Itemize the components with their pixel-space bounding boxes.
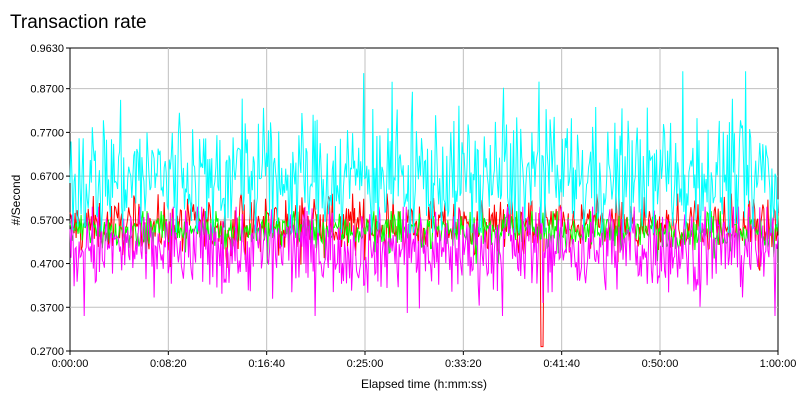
y-tick-label: 0.6700 bbox=[30, 171, 64, 183]
x-tick-label: 0:08:20 bbox=[150, 358, 187, 370]
x-tick-labels: 0:00:00 0:08:20 0:16:40 0:25:00 0:33:20 0:41:… bbox=[52, 351, 797, 370]
y-tick-label: 0.3700 bbox=[30, 302, 64, 314]
y-tick-label: 0.4700 bbox=[30, 259, 64, 271]
x-tick-label: 0:16:40 bbox=[248, 358, 285, 370]
series-line-4 bbox=[69, 71, 779, 234]
y-tick-label: 0.8700 bbox=[30, 84, 64, 96]
x-axis-label: Elapsed time (h:mm:ss) bbox=[361, 377, 487, 391]
y-tick-label: 0.9630 bbox=[30, 43, 64, 55]
y-tick-label: 0.7700 bbox=[30, 127, 64, 139]
x-tick-label: 0:50:00 bbox=[642, 358, 679, 370]
series-line-3 bbox=[69, 206, 779, 317]
x-tick-label: 1:00:00 bbox=[760, 358, 797, 370]
series-group bbox=[69, 71, 779, 348]
x-tick-label: 0:25:00 bbox=[347, 358, 384, 370]
y-tick-labels: 0.2700 0.3700 0.4700 0.5700 0.6700 0.7700 0.87… bbox=[30, 43, 70, 358]
chart-title: Transaction rate bbox=[10, 12, 147, 33]
x-tick-label: 0:41:40 bbox=[543, 358, 580, 370]
y-tick-label: 0.2700 bbox=[30, 346, 64, 358]
x-tick-label: 0:33:20 bbox=[445, 358, 482, 370]
y-axis-label: #/Second bbox=[9, 175, 23, 226]
y-tick-label: 0.5700 bbox=[30, 215, 64, 227]
x-tick-label: 0:00:00 bbox=[52, 358, 89, 370]
